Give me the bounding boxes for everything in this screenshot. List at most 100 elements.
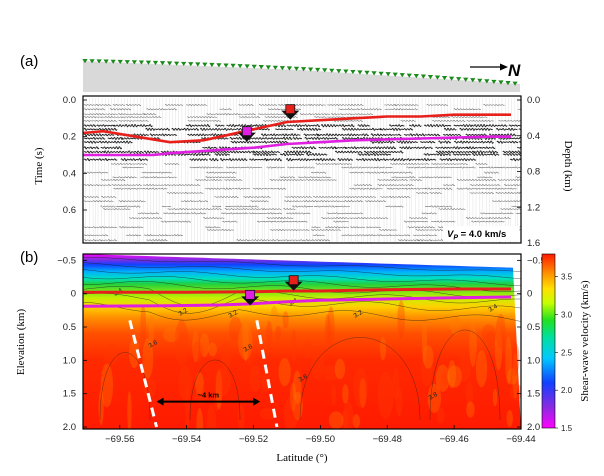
velocity-blob xyxy=(327,306,335,348)
seismic-trace xyxy=(153,97,154,243)
velocity-blob xyxy=(427,383,442,414)
station-icon xyxy=(216,63,222,68)
velocity-blob xyxy=(185,385,190,429)
station-icon xyxy=(279,66,285,71)
red-marker xyxy=(281,104,300,120)
contour-line xyxy=(83,301,521,322)
station-icon xyxy=(427,75,434,80)
velocity-blob xyxy=(140,304,147,351)
latitude-tick-label: −69.46 xyxy=(439,434,468,445)
velocity-blob xyxy=(509,383,521,401)
seismic-trace-band xyxy=(100,205,521,208)
depth-tick-label: 0.4 xyxy=(527,131,540,142)
station-icon xyxy=(131,60,137,65)
station-icon xyxy=(512,81,518,86)
seismic-trace xyxy=(411,97,413,243)
velocity-blob xyxy=(324,313,331,346)
seismic-trace xyxy=(450,97,452,243)
velocity-blob xyxy=(148,314,154,350)
velocity-blob xyxy=(469,322,477,367)
station-icon xyxy=(484,79,490,84)
latitude-tick-label: −69.50 xyxy=(306,434,335,445)
seismic-trace xyxy=(169,97,171,243)
colorbar-gradient xyxy=(541,253,556,429)
station-icon xyxy=(209,62,215,68)
seismic-trace xyxy=(370,97,371,243)
velocity-blob xyxy=(220,342,232,370)
depth-axis-label: Depth (km) xyxy=(562,140,574,191)
seismic-trace xyxy=(361,97,362,243)
seismic-trace xyxy=(462,97,464,243)
velocity-blob xyxy=(457,351,471,382)
station-icon xyxy=(399,73,405,78)
station-icon xyxy=(343,69,349,74)
velocity-blob xyxy=(331,384,337,406)
station-icon xyxy=(244,64,250,69)
velocity-blob xyxy=(507,368,518,385)
seismic-trace xyxy=(316,97,318,243)
contour-label: 3.6 xyxy=(243,343,255,354)
velocity-blob xyxy=(196,407,204,429)
station-icon xyxy=(152,60,159,66)
seismic-trace xyxy=(335,97,337,243)
contour-line xyxy=(83,281,521,298)
seismic-trace xyxy=(517,97,519,243)
seismic-trace xyxy=(158,97,160,243)
elevation-tick-label: 1.5 xyxy=(63,389,76,400)
elevation-tick-label: 2.0 xyxy=(63,422,76,433)
velocity-blob xyxy=(436,408,445,424)
station-icon xyxy=(265,65,271,70)
station-icon xyxy=(329,68,335,73)
colorbar-tick-label: 2.0 xyxy=(561,386,573,395)
depth-tick-label: 0.8 xyxy=(527,167,540,178)
station-icon xyxy=(103,59,109,64)
station-icon xyxy=(491,79,497,85)
seismic-trace-band xyxy=(128,217,511,220)
velocity-texture xyxy=(98,300,521,429)
station-icon xyxy=(463,77,469,82)
elevation-tick-label-right: 2.0 xyxy=(527,422,540,433)
seismic-trace-band xyxy=(83,146,521,150)
seismic-trace xyxy=(277,97,279,243)
contour-line xyxy=(83,292,521,314)
velocity-blob xyxy=(334,358,346,380)
seismic-trace xyxy=(495,97,497,243)
elevation-tick-label-right: 1.5 xyxy=(527,389,540,400)
seismic-trace xyxy=(500,97,503,243)
seismic-trace xyxy=(421,97,423,243)
velocity-blob xyxy=(208,342,217,357)
velocity-blob xyxy=(495,313,506,349)
seismic-trace-band xyxy=(83,103,505,107)
velocity-blob xyxy=(447,365,462,388)
contour-label: 3.2 xyxy=(228,309,240,320)
velocity-blob xyxy=(494,326,503,371)
seismic-trace xyxy=(389,97,391,243)
velocity-blob xyxy=(379,337,387,361)
seismic-trace-band xyxy=(166,191,521,195)
contour-line xyxy=(83,269,521,287)
time-tick-label: 0.4 xyxy=(63,168,76,179)
velocity-blob xyxy=(142,338,154,379)
velocity-blob xyxy=(244,352,254,365)
velocity-blob xyxy=(512,352,519,399)
contour-label: 3.8 xyxy=(428,391,440,402)
velocity-blob xyxy=(249,364,261,392)
station-icon xyxy=(258,65,264,70)
colorbar-tick-label: 3.5 xyxy=(561,273,573,282)
seismic-trace-band xyxy=(83,234,502,237)
velocity-blob xyxy=(435,364,450,392)
station-icon xyxy=(124,60,130,65)
station-icon xyxy=(286,66,293,71)
contour-line xyxy=(429,329,501,421)
elevation-axis-label: Elevation (km) xyxy=(15,309,27,376)
latitude-tick-label: −69.54 xyxy=(172,434,201,445)
velocity-blob xyxy=(275,325,282,341)
seismic-trace xyxy=(341,97,343,243)
velocity-blob xyxy=(352,414,361,429)
latitude-tick-label: −69.52 xyxy=(239,434,268,445)
contour-line xyxy=(83,276,521,292)
north-arrow: N xyxy=(470,61,521,80)
seismic-trace-band xyxy=(83,200,521,203)
station-icon xyxy=(456,77,462,82)
